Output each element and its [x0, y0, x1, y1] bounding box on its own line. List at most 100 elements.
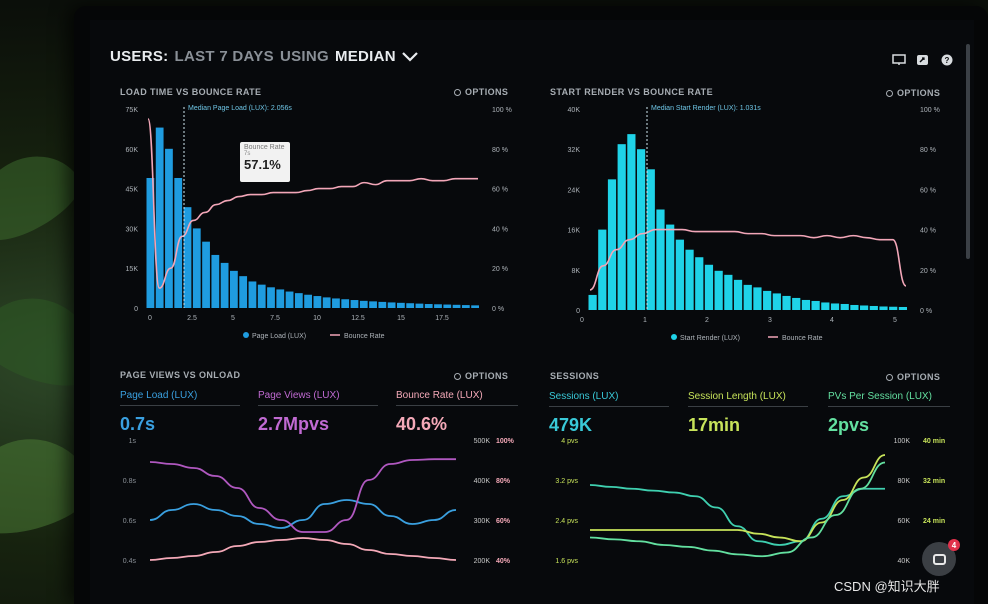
chart-bar	[830, 303, 840, 310]
options-button[interactable]: OPTIONS	[886, 88, 940, 98]
median-label: Median Start Render (LUX): 1.031s	[651, 105, 761, 112]
chart-bar	[879, 306, 888, 310]
y2-tick-label: 60K	[898, 518, 911, 525]
y3-tick-label: 24 min	[923, 518, 945, 525]
chart-bar	[165, 148, 173, 308]
chart-bar	[276, 289, 285, 308]
tooltip-value: 57.1%	[244, 157, 281, 172]
metric-session-length[interactable]: Session Length (LUX) 17min	[688, 391, 808, 436]
metric-page-load[interactable]: Page Load (LUX) 0.7s	[120, 390, 240, 435]
y3-tick-label: 40%	[496, 558, 511, 565]
metric-sessions[interactable]: Sessions (LUX) 479K	[549, 391, 669, 436]
metric-pvs-per-session[interactable]: PVs Per Session (LUX) 2pvs	[828, 391, 950, 436]
y2-tick-label: 400K	[474, 478, 491, 485]
series-line	[590, 454, 886, 543]
options-button[interactable]: OPTIONS	[454, 87, 508, 97]
share-icon[interactable]	[916, 54, 930, 66]
y2-tick-label: 40 %	[492, 226, 508, 233]
scrollbar-thumb[interactable]	[966, 44, 970, 259]
legend-label: Page Load (LUX)	[252, 333, 306, 340]
chat-badge: 4	[948, 539, 960, 551]
y-tick-label: 4 pvs	[561, 438, 578, 445]
chart-bar	[471, 305, 479, 308]
x-tick-label: 0	[580, 317, 584, 324]
metric-bounce-rate[interactable]: Bounce Rate (LUX) 40.6%	[396, 390, 518, 435]
y-tick-label: 1s	[129, 438, 137, 445]
chart-bar	[666, 224, 675, 310]
chart-bar	[220, 262, 229, 308]
x-tick-label: 17.5	[435, 315, 449, 322]
chart-bar	[743, 284, 752, 310]
metric-value: 17min	[688, 415, 741, 435]
y2-tick-label: 80 %	[920, 147, 936, 154]
y-tick-label: 40K	[568, 107, 581, 114]
chart-bar	[763, 290, 772, 310]
chart-bar	[898, 306, 907, 310]
chart-bar	[461, 305, 470, 308]
help-icon[interactable]: ?	[940, 54, 954, 66]
chart-bar	[598, 229, 607, 310]
legend-label: Bounce Rate	[344, 333, 385, 340]
y-tick-label: 45K	[126, 187, 139, 194]
y2-tick-label: 300K	[474, 518, 491, 525]
svg-text:?: ?	[945, 56, 950, 65]
y2-tick-label: 20 %	[920, 268, 936, 275]
legend-label: Bounce Rate	[782, 335, 823, 342]
y2-tick-label: 20 %	[492, 266, 508, 273]
y-tick-label: 0	[576, 308, 580, 315]
median-label: Median Page Load (LUX): 2.056s	[188, 105, 292, 112]
chart-bar	[183, 207, 192, 308]
header-icons: ?	[892, 54, 954, 66]
metric-label: Page Views (LUX)	[258, 390, 378, 406]
chart-bar	[772, 293, 781, 310]
monitor-icon[interactable]	[892, 54, 906, 66]
y-tick-label: 8K	[571, 268, 580, 275]
chart-bar	[821, 302, 830, 310]
chart-bar	[406, 303, 415, 308]
chart-bar	[801, 299, 811, 310]
bounce-rate-line	[589, 228, 907, 291]
y-tick-label: 60K	[126, 147, 139, 154]
chat-icon	[932, 553, 946, 565]
chart-bar	[714, 270, 723, 310]
chart-bar	[267, 287, 275, 308]
x-tick-label: 3	[768, 317, 772, 324]
y-tick-label: 16K	[568, 228, 581, 235]
header-prefix: USERS:	[110, 48, 169, 65]
y2-tick-label: 100 %	[492, 107, 512, 114]
series-line	[149, 499, 457, 529]
chart-bar	[387, 302, 396, 308]
options-button[interactable]: OPTIONS	[454, 371, 508, 381]
chart-bar	[724, 274, 733, 310]
chart-bar	[415, 303, 424, 308]
y2-tick-label: 80K	[898, 478, 911, 485]
chevron-down-icon[interactable]	[402, 51, 418, 62]
chart-bar	[704, 264, 714, 310]
dashboard-header[interactable]: USERS: LAST 7 DAYS USING MEDIAN	[110, 48, 418, 65]
chart-bar	[636, 149, 646, 310]
metric-label: PVs Per Session (LUX)	[828, 391, 950, 407]
chart-bar	[656, 209, 665, 310]
y2-tick-label: 60 %	[920, 187, 936, 194]
panel-title-sessions: SESSIONS	[550, 371, 600, 381]
options-button[interactable]: OPTIONS	[886, 372, 940, 382]
metric-value: 0.7s	[120, 414, 156, 434]
chart-bar	[811, 300, 820, 310]
y2-tick-label: 200K	[474, 558, 491, 565]
metric-page-views[interactable]: Page Views (LUX) 2.7Mpvs	[258, 390, 378, 435]
metric-label: Session Length (LUX)	[688, 391, 808, 407]
panel-title-start-render: START RENDER VS BOUNCE RATE	[550, 87, 713, 97]
chart-bar	[889, 306, 898, 310]
chart-bar	[211, 254, 220, 308]
chart-bar	[443, 304, 452, 308]
y3-tick-label: 40 min	[923, 438, 945, 445]
y-tick-label: 3.2 pvs	[555, 478, 578, 485]
chart-bar	[646, 169, 655, 310]
chart-bar	[397, 302, 405, 308]
chart-bar	[378, 301, 387, 308]
header-metric: MEDIAN	[334, 48, 396, 65]
metric-value: 479K	[549, 415, 593, 435]
dashboard-screen: USERS: LAST 7 DAYS USING MEDIAN ? LOAD T…	[90, 20, 974, 604]
y-tick-label: 0.8s	[123, 478, 137, 485]
chart-bar	[782, 295, 791, 310]
